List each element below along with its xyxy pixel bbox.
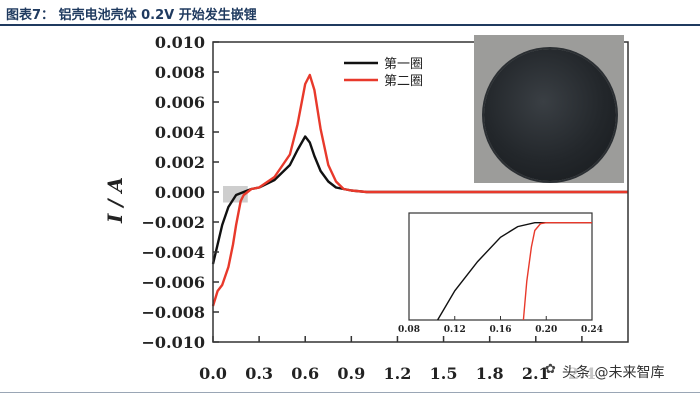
x-tick-label: 0.0 — [199, 364, 227, 383]
x-tick-label: 0.9 — [337, 364, 365, 383]
x-tick-label: 1.5 — [430, 364, 458, 383]
footer-divider — [0, 392, 700, 393]
inset-x-tick-label: 0.08 — [398, 325, 420, 335]
x-tick-label: 1.8 — [476, 364, 504, 383]
y-tick-label: 0.000 — [155, 183, 205, 202]
inset-x-tick-label: 0.24 — [581, 325, 603, 335]
title-divider — [0, 24, 700, 26]
inset-plot: 0.08 0.12 0.16 0.20 0.24 — [398, 212, 603, 335]
inset-series-line-2 — [522, 222, 592, 321]
electrode-disc — [484, 49, 616, 181]
inset-x-tick-label: 0.20 — [535, 325, 557, 335]
x-tick-label: 1.2 — [384, 364, 412, 383]
y-tick-label: 0.006 — [155, 93, 205, 112]
y-tick-label: 0.010 — [155, 33, 205, 52]
battery-case-photo — [474, 35, 624, 183]
legend-label-1: 第一圈 — [384, 57, 423, 72]
x-tick-label: 0.6 — [291, 364, 319, 383]
y-axis-label: I / A — [103, 177, 127, 224]
inset-x-tick-label: 0.16 — [490, 325, 512, 335]
figure-title: 图表7： 铝壳电池壳体 0.2V 开始发生嵌锂 — [6, 8, 257, 23]
y-tick-label: −0.006 — [141, 273, 205, 292]
y-tick-label: −0.010 — [141, 333, 205, 352]
x-tick-label: 2.1 — [522, 364, 550, 383]
wechat-icon: ✿ — [545, 362, 556, 377]
series-line-2 — [211, 73, 628, 307]
watermark: 头条 @未来智库 — [560, 362, 667, 382]
y-tick-label: −0.008 — [141, 303, 205, 322]
x-tick-label: 0.3 — [245, 364, 273, 383]
legend-label-2: 第二圈 — [384, 74, 423, 89]
inset-frame — [408, 212, 593, 321]
y-tick-label: −0.002 — [141, 213, 205, 232]
y-tick-label: −0.004 — [141, 243, 205, 262]
y-tick-label: 0.004 — [155, 123, 205, 142]
y-tick-label: 0.008 — [155, 63, 205, 82]
inset-x-tick-label: 0.12 — [444, 325, 466, 335]
y-tick-label: 0.002 — [155, 153, 205, 172]
